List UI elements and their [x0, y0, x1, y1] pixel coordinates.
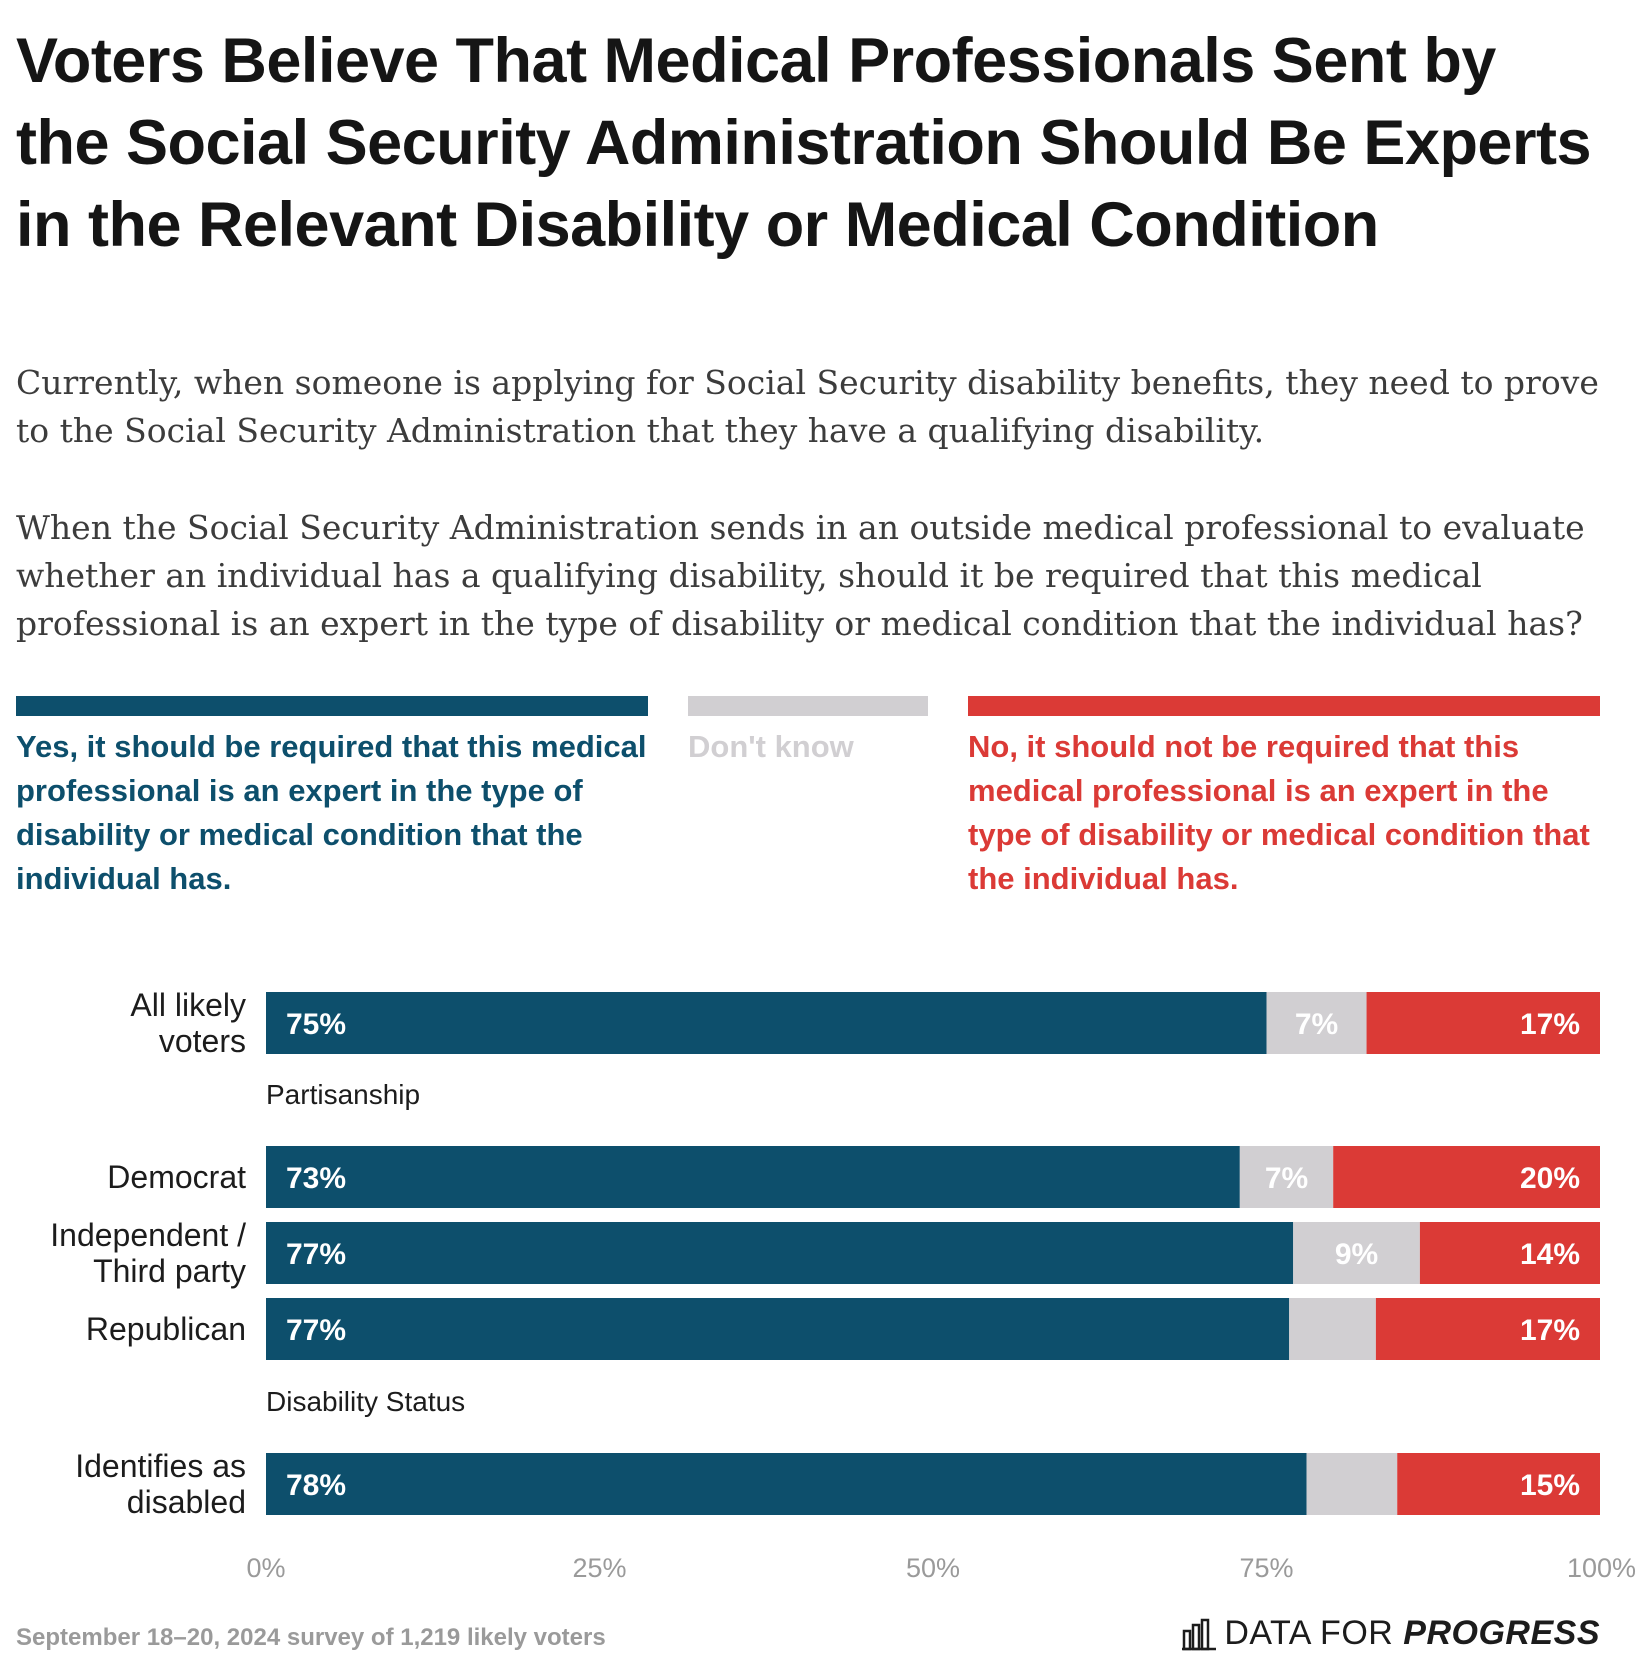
data-label-yes: 77%: [286, 1238, 346, 1271]
bar-segment-dont-know: [1289, 1298, 1376, 1360]
data-label-no: 14%: [1520, 1238, 1580, 1271]
chart-title: Voters Believe That Medical Professional…: [16, 26, 1592, 260]
survey-note: September 18–20, 2024 survey of 1,219 li…: [16, 1624, 606, 1651]
data-label-yes: 78%: [286, 1469, 346, 1502]
row-label: Republican: [86, 1311, 246, 1347]
bar-segment-dont-know: [1293, 1222, 1420, 1284]
bar-segment-no: [1419, 1222, 1600, 1284]
row-label: disabled: [127, 1484, 246, 1520]
subtitle-question: When the Social Security Administration …: [16, 508, 1585, 643]
x-tick-label: 25%: [572, 1553, 626, 1583]
bar-segment-no: [1397, 1453, 1600, 1515]
data-label-dont-know: 7%: [1295, 1008, 1338, 1041]
subtitle-context: Currently, when someone is applying for …: [16, 363, 1599, 450]
group-label: Partisanship: [266, 1079, 420, 1110]
legend-dont-know-swatch: [688, 696, 928, 716]
legend-yes-label: Yes, it should be required that this med…: [16, 729, 647, 896]
x-tick-label: 75%: [1239, 1553, 1293, 1583]
legend-no-swatch: [968, 696, 1600, 716]
row-label: All likely: [130, 987, 246, 1023]
data-label-dont-know: 7%: [1265, 1162, 1308, 1195]
data-label-no: 15%: [1520, 1469, 1580, 1502]
bar-segment-yes: [266, 1222, 1294, 1284]
row-label: Identifies as: [75, 1448, 246, 1484]
legend-yes: Yes, it should be required that this med…: [16, 696, 648, 901]
x-tick-label: 100%: [1567, 1553, 1636, 1583]
row-label: Independent /: [50, 1217, 246, 1253]
x-tick-label: 0%: [246, 1553, 285, 1583]
bar-segment-yes: [266, 1298, 1290, 1360]
data-label-dont-know: 9%: [1335, 1238, 1378, 1271]
row-label: Third party: [93, 1253, 246, 1289]
bar-segment-dont-know: [1239, 1146, 1334, 1208]
bar-segment-yes: [266, 1453, 1307, 1515]
group-label: Disability Status: [266, 1386, 465, 1417]
brand-suffix: PROGRESS: [1403, 1614, 1600, 1652]
data-label-no: 20%: [1520, 1162, 1580, 1195]
bar-segment-yes: [266, 1146, 1240, 1208]
row-label: Democrat: [107, 1159, 246, 1195]
bar-segment-dont-know: [1306, 1453, 1398, 1515]
brand-logo: DATA FOR PROGRESS: [1182, 1614, 1600, 1653]
bar-chart-icon: [1182, 1618, 1217, 1650]
data-label-yes: 73%: [286, 1162, 346, 1195]
legend-dont-know: Don't know: [688, 696, 928, 769]
data-label-no: 17%: [1520, 1314, 1580, 1347]
bar-segment-dont-know: [1266, 992, 1367, 1054]
data-label-no: 17%: [1520, 1008, 1580, 1041]
legend-no-label: No, it should not be required that this …: [968, 729, 1590, 896]
brand-name: DATA FOR PROGRESS: [1224, 1614, 1600, 1653]
legend-dont-know-label: Don't know: [688, 729, 854, 764]
bar-segment-no: [1333, 1146, 1600, 1208]
brand-prefix: DATA FOR: [1224, 1614, 1394, 1652]
data-label-yes: 77%: [286, 1314, 346, 1347]
legend-no: No, it should not be required that this …: [968, 696, 1600, 901]
bar-segment-no: [1375, 1298, 1600, 1360]
data-label-yes: 75%: [286, 1008, 346, 1041]
bar-segment-yes: [266, 992, 1267, 1054]
bar-segment-no: [1366, 992, 1600, 1054]
legend-yes-swatch: [16, 696, 648, 716]
x-tick-label: 50%: [906, 1553, 960, 1583]
row-label: voters: [159, 1023, 246, 1059]
